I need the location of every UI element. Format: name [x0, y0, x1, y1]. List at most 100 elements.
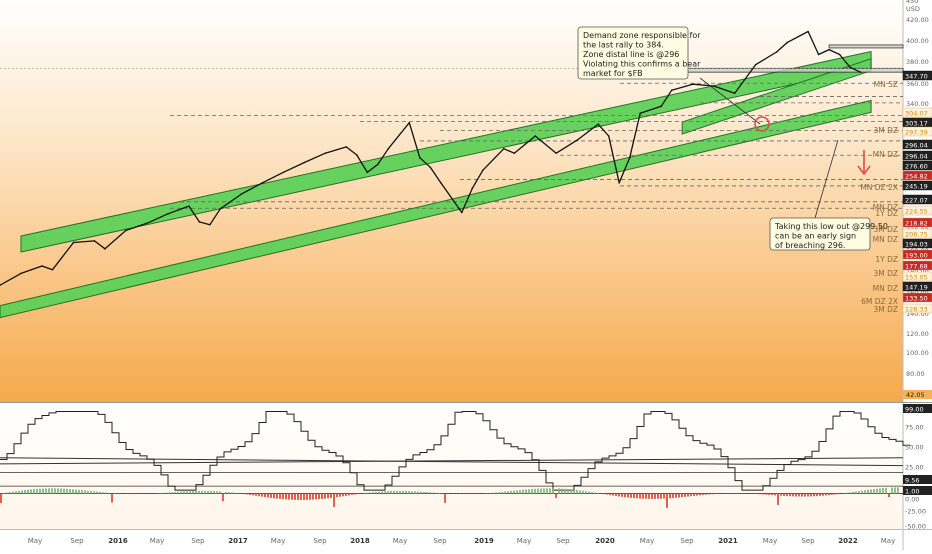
osc-histogram-bar: [294, 494, 296, 500]
osc-histogram-bar: [783, 494, 785, 496]
osc-histogram-bar: [660, 494, 662, 499]
price-point: [367, 172, 369, 174]
price-point: [576, 139, 578, 141]
time-tick: May: [763, 537, 777, 545]
annotation-low-299-line: of breaching 296.: [775, 241, 845, 250]
zone-label: MN 5Z: [874, 80, 898, 89]
osc-histogram-bar: [417, 492, 419, 494]
osc-histogram-bar: [342, 494, 344, 497]
price-point: [555, 152, 557, 154]
osc-histogram-bar: [861, 491, 863, 494]
osc-histogram-bar: [609, 494, 611, 496]
osc-histogram-bar: [261, 494, 263, 497]
osc-histogram-bar: [48, 488, 50, 493]
price-point: [325, 152, 327, 154]
demand-zone-rect: [672, 68, 903, 72]
annotation-demand-zone-line: Zone distal line is @296: [583, 50, 679, 59]
osc-histogram-bar: [555, 494, 557, 498]
osc-histogram-bar: [405, 491, 407, 494]
zone-label: 3M DZ: [873, 305, 898, 314]
osc-histogram-bar: [258, 494, 260, 497]
osc-histogram-bar: [321, 494, 323, 499]
price-label: 128.33: [905, 306, 928, 314]
osc-histogram-bar: [525, 489, 527, 493]
osc-histogram-bar: [774, 494, 776, 496]
osc-histogram-bar: [654, 494, 656, 499]
osc-histogram-bar: [546, 488, 548, 493]
osc-histogram-bar: [225, 492, 227, 494]
price-label: 296.04: [905, 153, 928, 161]
osc-histogram-bar: [522, 490, 524, 494]
osc-histogram-bar: [855, 491, 857, 493]
osc-histogram-bar: [75, 489, 77, 493]
price-point: [440, 182, 442, 184]
osc-histogram-bar: [549, 488, 551, 493]
osc-histogram-bar: [504, 492, 506, 494]
osc-histogram-bar: [351, 494, 353, 495]
osc-histogram-bar: [282, 494, 284, 500]
time-tick: 2020: [595, 537, 615, 545]
zone-label: 1Y DZ: [875, 209, 898, 218]
osc-histogram-bar: [507, 491, 509, 493]
osc-histogram-bar: [234, 493, 236, 494]
time-tick: Sep: [191, 537, 205, 545]
price-tick: 80.00: [906, 370, 925, 378]
price-point: [618, 182, 620, 184]
price-point: [73, 242, 75, 244]
price-point: [692, 83, 694, 85]
price-point: [734, 92, 736, 94]
osc-histogram-bar: [516, 490, 518, 493]
osc-histogram-bar: [891, 487, 893, 493]
osc-histogram-bar: [105, 492, 107, 493]
osc-histogram-bar: [699, 494, 701, 496]
osc-histogram-bar: [345, 494, 347, 496]
osc-histogram-bar: [768, 494, 770, 495]
time-tick: May: [517, 537, 531, 545]
osc-histogram-bar: [765, 494, 767, 495]
osc-histogram-bar: [180, 492, 182, 494]
osc-histogram-bar: [621, 494, 623, 497]
price-point: [41, 265, 43, 267]
osc-histogram-bar: [330, 494, 332, 498]
osc-histogram-bar: [867, 490, 869, 494]
osc-histogram-bar: [822, 494, 824, 496]
osc-histogram-bar: [57, 488, 59, 493]
osc-histogram-bar: [102, 492, 104, 493]
price-point: [262, 182, 264, 184]
osc-histogram-bar: [300, 494, 302, 500]
osc-histogram-bar: [375, 492, 377, 494]
osc-histogram-bar: [672, 494, 674, 498]
osc-histogram-bar: [231, 492, 233, 493]
osc-histogram-bar: [87, 491, 89, 494]
osc-histogram-bar: [357, 494, 359, 495]
price-point: [419, 157, 421, 159]
osc-histogram-bar: [639, 494, 641, 499]
price-point: [104, 248, 106, 250]
osc-histogram-bar: [297, 494, 299, 500]
price-tick: 400.00: [906, 37, 929, 45]
osc-histogram-bar: [186, 491, 188, 493]
osc-histogram-bar: [813, 494, 815, 497]
osc-histogram-bar: [531, 489, 533, 494]
osc-histogram-bar: [42, 489, 44, 494]
price-label: 133.50: [905, 295, 928, 303]
time-tick: 2016: [108, 537, 128, 545]
osc-histogram-bar: [513, 491, 515, 494]
price-point: [199, 221, 201, 223]
price-point: [713, 85, 715, 87]
price-point: [429, 167, 431, 169]
osc-histogram-bar: [837, 494, 839, 495]
osc-histogram-bar: [882, 488, 884, 494]
price-point: [755, 64, 757, 66]
osc-histogram-bar: [807, 494, 809, 497]
time-tick: Sep: [801, 537, 815, 545]
osc-axis-tick: 1.00: [905, 488, 919, 496]
demand-zone-rect: [829, 45, 903, 48]
osc-histogram-bar: [657, 494, 659, 499]
osc-histogram-bar: [759, 494, 761, 495]
osc-histogram-bar: [582, 491, 584, 494]
osc-histogram-bar: [339, 494, 341, 497]
osc-histogram-bar: [108, 493, 110, 494]
osc-histogram-bar: [858, 491, 860, 494]
